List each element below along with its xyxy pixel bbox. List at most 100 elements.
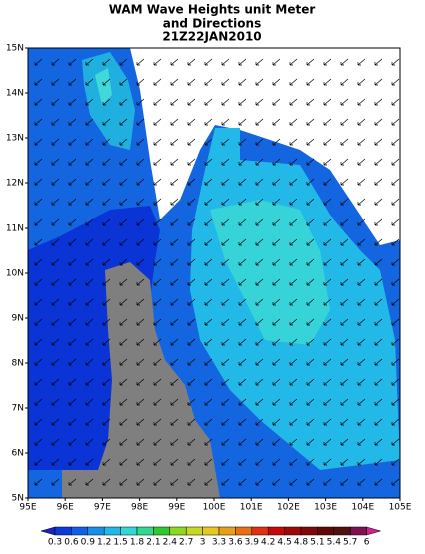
arrow (119, 98, 128, 106)
arrow (85, 78, 94, 86)
colorbar-label: 4.5 (277, 538, 291, 548)
arrow (374, 298, 383, 306)
colorbar-swatch (267, 526, 285, 536)
arrow (153, 118, 162, 126)
colorbar-label: 3.3 (212, 538, 226, 548)
arrow (289, 378, 298, 386)
arrow (170, 58, 179, 66)
arrow (340, 78, 349, 86)
arrow (357, 218, 366, 226)
arrow (68, 298, 77, 306)
arrow (204, 258, 213, 266)
arrow (391, 338, 400, 346)
arrow (136, 358, 145, 366)
arrow (51, 458, 60, 466)
arrow (204, 338, 213, 346)
arrow (255, 198, 264, 206)
arrow (119, 278, 128, 286)
arrow (153, 318, 162, 326)
arrow (306, 378, 315, 386)
arrow (238, 58, 247, 66)
arrow (187, 138, 196, 146)
arrow (238, 438, 247, 446)
arrow (204, 398, 213, 406)
x-tick-label: 98E (131, 503, 148, 513)
arrow (204, 478, 213, 486)
arrow (85, 138, 94, 146)
arrow (391, 418, 400, 426)
arrow (357, 178, 366, 186)
arrow (187, 358, 196, 366)
arrow (391, 118, 400, 126)
arrow (85, 358, 94, 366)
x-tick-label: 97E (94, 503, 111, 513)
arrow (340, 418, 349, 426)
arrow (391, 318, 400, 326)
arrow (102, 358, 111, 366)
arrow (102, 398, 111, 406)
arrow (34, 338, 43, 346)
arrow (272, 78, 281, 86)
arrow (374, 178, 383, 186)
arrow (119, 318, 128, 326)
arrow (255, 218, 264, 226)
colorbar-swatch (333, 526, 351, 536)
colorbar-label: 0.6 (64, 538, 79, 548)
arrow (204, 238, 213, 246)
arrow (255, 258, 264, 266)
arrow (272, 58, 281, 66)
x-tick-label: 103E (314, 503, 337, 513)
arrow (340, 438, 349, 446)
arrow (323, 278, 332, 286)
arrow (255, 178, 264, 186)
title-line: WAM Wave Heights unit Meter (109, 3, 316, 17)
arrow (136, 378, 145, 386)
arrow (153, 358, 162, 366)
arrow (255, 238, 264, 246)
arrow (51, 238, 60, 246)
arrow (221, 458, 230, 466)
arrow (289, 258, 298, 266)
arrow (136, 158, 145, 166)
arrow (119, 478, 128, 486)
arrow (102, 378, 111, 386)
arrow (136, 138, 145, 146)
sea-peak (95, 68, 112, 105)
arrow (119, 358, 128, 366)
arrow (136, 418, 145, 426)
arrow (374, 318, 383, 326)
arrow (255, 438, 264, 446)
arrow (136, 98, 145, 106)
arrow (340, 258, 349, 266)
arrow (272, 418, 281, 426)
arrow (51, 358, 60, 366)
arrow (34, 378, 43, 386)
arrow (68, 178, 77, 186)
arrow (204, 278, 213, 286)
arrow (357, 378, 366, 386)
arrow (357, 78, 366, 86)
arrow (238, 158, 247, 166)
arrow (289, 158, 298, 166)
colorbar-label: 2.4 (163, 538, 178, 548)
arrow (68, 478, 77, 486)
arrow (289, 398, 298, 406)
colorbar-swatch (202, 526, 220, 536)
arrow (289, 218, 298, 226)
arrow (374, 98, 383, 106)
arrow (204, 118, 213, 126)
arrow (272, 398, 281, 406)
arrow (153, 178, 162, 186)
y-tick-label: 11N (6, 224, 24, 234)
arrow (357, 58, 366, 66)
arrow (34, 98, 43, 106)
arrow (119, 378, 128, 386)
arrow (204, 378, 213, 386)
arrow (136, 478, 145, 486)
arrow (68, 378, 77, 386)
arrow (187, 158, 196, 166)
arrow (357, 198, 366, 206)
arrow (136, 438, 145, 446)
arrow (221, 358, 230, 366)
colorbar-swatch (87, 526, 105, 536)
